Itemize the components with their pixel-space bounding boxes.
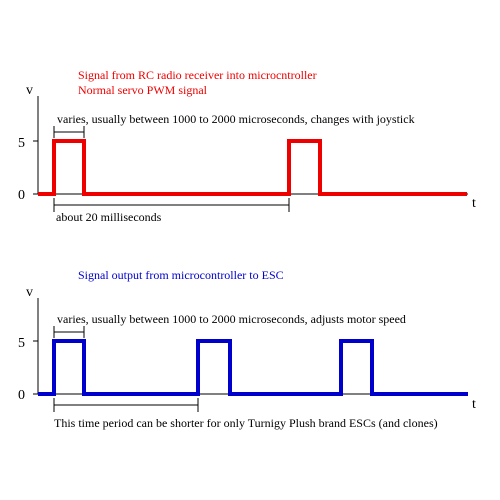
top-title-line1: Signal from RC radio receiver into micro… [78,68,317,82]
bottom-tick-low-label: 0 [18,388,25,403]
bottom-diagram: Signal output from microcontroller to ES… [18,268,476,430]
bottom-pulse-width-note: varies, usually between 1000 to 2000 mic… [57,312,406,326]
bottom-x-axis-label: t [472,397,476,412]
bottom-y-axis-label: v [26,285,33,300]
top-pwm-waveform [38,139,467,196]
bottom-pwm-waveform [38,339,468,396]
top-title-line2: Normal servo PWM signal [78,83,208,97]
top-x-axis-label: t [472,196,476,211]
top-tick-high-label: 5 [18,136,25,151]
bottom-title: Signal output from microcontroller to ES… [78,268,284,282]
top-pulse-width-note: varies, usually between 1000 to 2000 mic… [57,112,415,126]
bottom-period-note: This time period can be shorter for only… [54,416,438,430]
top-y-axis-label: v [26,83,33,98]
bottom-tick-high-label: 5 [18,336,25,351]
top-diagram: Signal from RC radio receiver into micro… [18,68,476,224]
top-period-note: about 20 milliseconds [56,210,162,224]
top-tick-low-label: 0 [18,188,25,203]
